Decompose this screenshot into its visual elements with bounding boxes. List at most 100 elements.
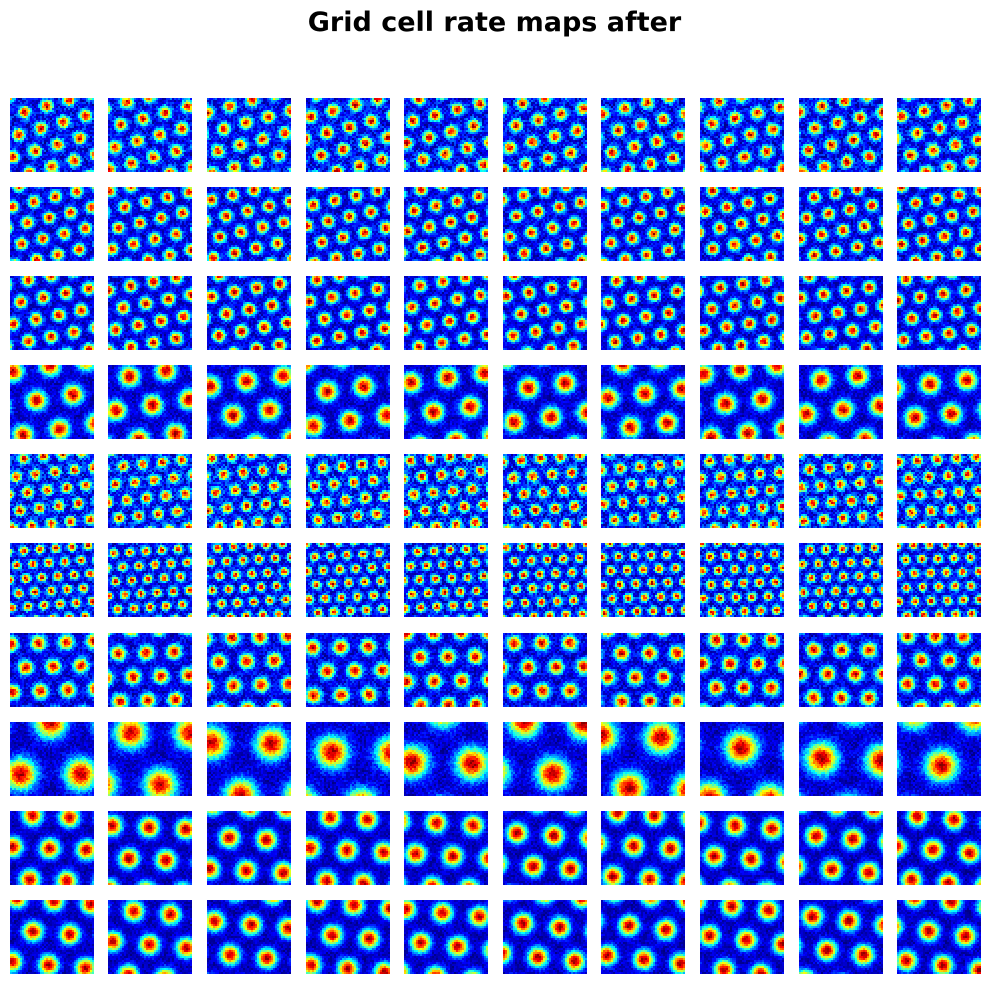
rate-map-panel [799, 543, 883, 617]
rate-map-panel [799, 187, 883, 261]
rate-map-panel [108, 543, 192, 617]
rate-map-panel [700, 187, 784, 261]
rate-map-panel [601, 276, 685, 350]
rate-map-panel [404, 722, 488, 796]
rate-map-panel [207, 811, 291, 885]
rate-map-panel [700, 543, 784, 617]
rate-map-panel [503, 276, 587, 350]
rate-map-panel [306, 811, 390, 885]
rate-map-panel [503, 365, 587, 439]
rate-map-panel [503, 722, 587, 796]
rate-map-panel [601, 722, 685, 796]
rate-map-panel [10, 811, 94, 885]
rate-map-panel [700, 722, 784, 796]
rate-map-panel [108, 187, 192, 261]
rate-map-panel [503, 900, 587, 974]
rate-map-panel [799, 454, 883, 528]
rate-map-panel [700, 365, 784, 439]
rate-map-panel [601, 98, 685, 172]
rate-map-panel [10, 187, 94, 261]
rate-map-panel [503, 98, 587, 172]
rate-map-panel [10, 98, 94, 172]
rate-map-panel [700, 276, 784, 350]
rate-map-panel [108, 633, 192, 707]
rate-map-panel [207, 454, 291, 528]
rate-map-panel [799, 365, 883, 439]
rate-map-panel [108, 276, 192, 350]
rate-map-panel [108, 722, 192, 796]
rate-map-panel [404, 276, 488, 350]
rate-map-panel [503, 187, 587, 261]
rate-map-panel [503, 633, 587, 707]
rate-map-panel [306, 276, 390, 350]
rate-map-panel [799, 811, 883, 885]
rate-map-panel [700, 98, 784, 172]
rate-map-panel [404, 98, 488, 172]
rate-map-panel [799, 900, 883, 974]
rate-map-panel [207, 365, 291, 439]
rate-map-panel [10, 633, 94, 707]
rate-map-panel [207, 633, 291, 707]
rate-map-panel [601, 811, 685, 885]
rate-map-panel [306, 633, 390, 707]
rate-map-panel [207, 900, 291, 974]
rate-map-panel [207, 722, 291, 796]
rate-map-panel [306, 365, 390, 439]
rate-map-panel [799, 98, 883, 172]
rate-map-panel [108, 811, 192, 885]
rate-map-panel [108, 900, 192, 974]
rate-map-panel [897, 276, 981, 350]
rate-map-panel [306, 187, 390, 261]
rate-map-panel [897, 543, 981, 617]
rate-map-panel [897, 633, 981, 707]
rate-map-panel [601, 900, 685, 974]
rate-map-panel [897, 900, 981, 974]
rate-map-panel [897, 811, 981, 885]
rate-map-panel [10, 276, 94, 350]
rate-map-panel [897, 454, 981, 528]
rate-map-panel [306, 543, 390, 617]
rate-map-panel [799, 633, 883, 707]
figure-title: Grid cell rate maps after [307, 7, 682, 38]
rate-map-panel [503, 811, 587, 885]
rate-map-panel [404, 365, 488, 439]
rate-map-panel [897, 187, 981, 261]
rate-map-panel [306, 900, 390, 974]
rate-map-panel [404, 187, 488, 261]
rate-map-panel [207, 98, 291, 172]
rate-map-panel [10, 543, 94, 617]
rate-map-panel [897, 722, 981, 796]
rate-map-panel [207, 276, 291, 350]
rate-map-panel [10, 365, 94, 439]
rate-map-panel [503, 454, 587, 528]
rate-map-panel [404, 633, 488, 707]
rate-map-panel [700, 454, 784, 528]
rate-map-panel [306, 98, 390, 172]
rate-map-panel [108, 365, 192, 439]
rate-map-panel [10, 454, 94, 528]
rate-map-panel [799, 722, 883, 796]
rate-map-panel [404, 811, 488, 885]
rate-map-panel [404, 900, 488, 974]
rate-map-panel [799, 276, 883, 350]
rate-map-panel [601, 187, 685, 261]
rate-map-panel [404, 454, 488, 528]
rate-map-panel [404, 543, 488, 617]
rate-map-panel [207, 187, 291, 261]
rate-map-panel [700, 811, 784, 885]
rate-map-panel [306, 454, 390, 528]
rate-map-panel [10, 722, 94, 796]
rate-map-panel [503, 543, 587, 617]
rate-map-panel [897, 365, 981, 439]
rate-map-panel [10, 900, 94, 974]
rate-map-panel [601, 543, 685, 617]
rate-map-panel [700, 900, 784, 974]
rate-map-panel [207, 543, 291, 617]
rate-map-panel [601, 633, 685, 707]
rate-map-panel [306, 722, 390, 796]
rate-map-panel [897, 98, 981, 172]
rate-map-panel [108, 454, 192, 528]
rate-map-panel [601, 365, 685, 439]
rate-map-panel [601, 454, 685, 528]
